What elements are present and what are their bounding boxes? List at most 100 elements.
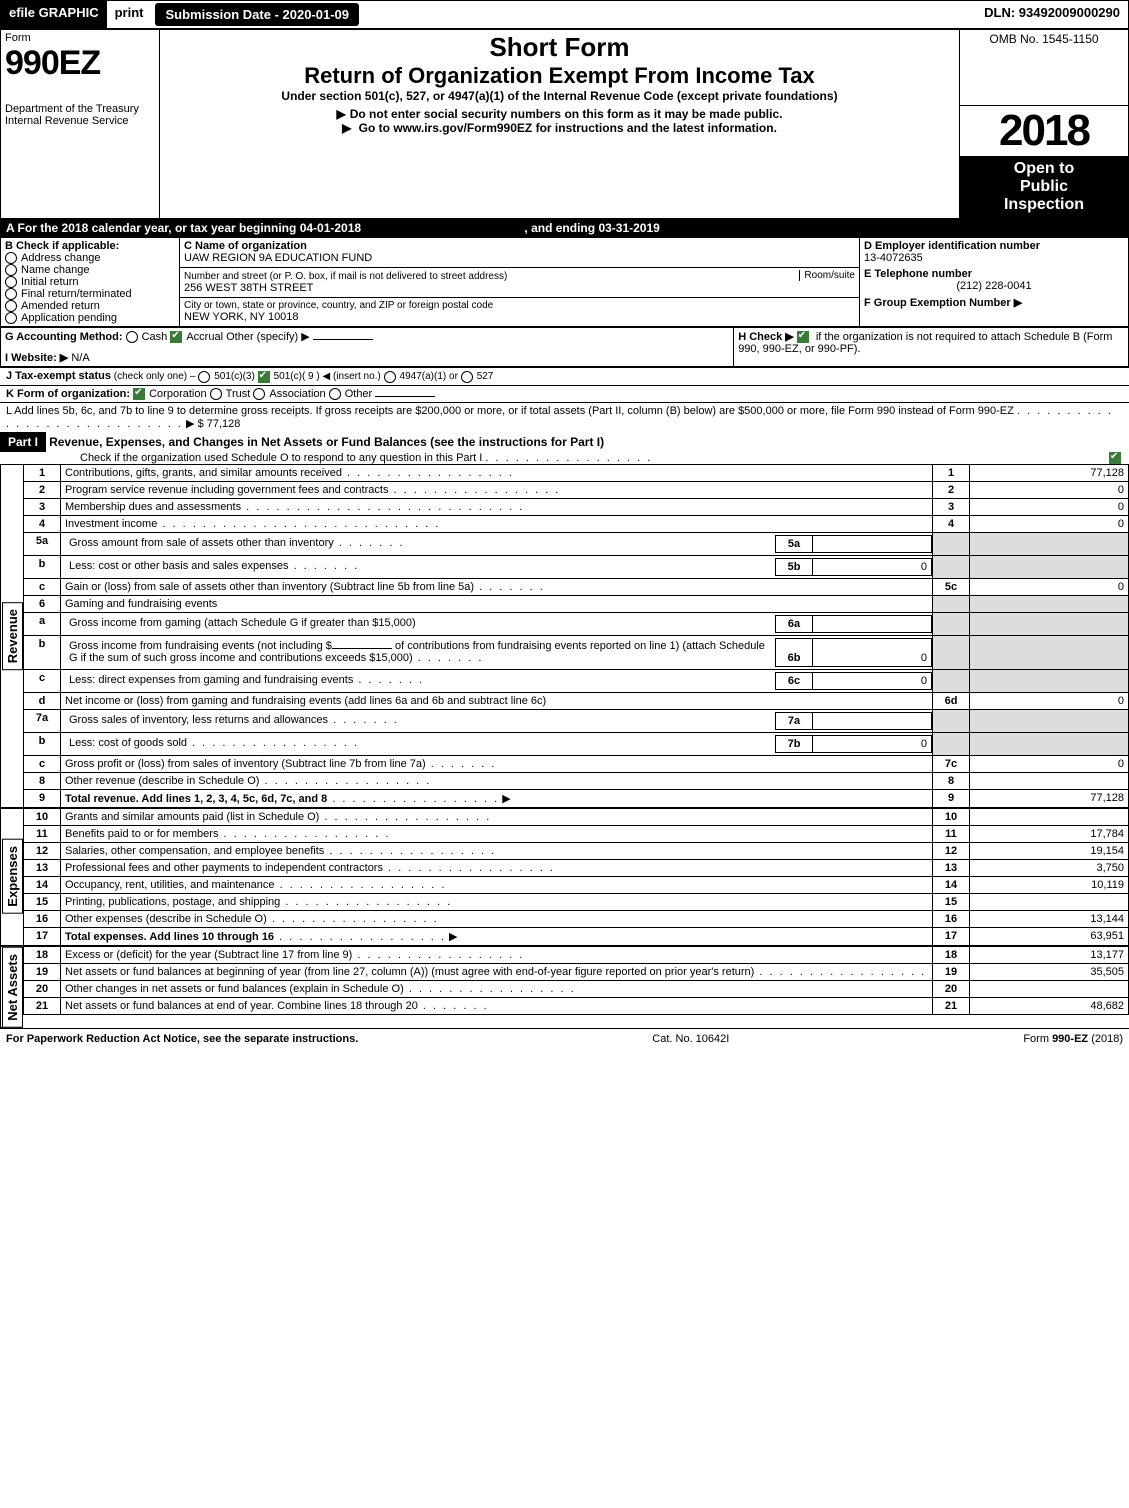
- line-l-arrow: ▶: [186, 418, 194, 430]
- box-c-street: Number and street (or P. O. box, if mail…: [180, 267, 860, 297]
- line-17: 17Total expenses. Add lines 10 through 1…: [24, 927, 1129, 945]
- org-name: UAW REGION 9A EDUCATION FUND: [184, 252, 855, 264]
- line-19: 19Net assets or fund balances at beginni…: [24, 963, 1129, 980]
- opt-527[interactable]: 527: [461, 371, 494, 382]
- irs-label: Internal Revenue Service: [5, 115, 155, 127]
- period-prefix: A For the 2018 calendar year, or tax yea…: [6, 221, 296, 235]
- part1-title: Revenue, Expenses, and Changes in Net As…: [49, 435, 604, 449]
- chk-final-return[interactable]: Final return/terminated: [5, 288, 175, 300]
- open-to-label: Open to: [964, 160, 1124, 178]
- phone-value: (212) 228-0041: [864, 280, 1124, 292]
- opt-assoc[interactable]: Association: [253, 388, 325, 400]
- line-6a: aGross income from gaming (attach Schedu…: [24, 612, 1129, 635]
- inspection-label: Inspection: [964, 196, 1124, 214]
- 6b-amount-input[interactable]: [332, 648, 392, 649]
- chk-initial-return[interactable]: Initial return: [5, 276, 175, 288]
- line-6b: bGross income from fundraising events (n…: [24, 635, 1129, 669]
- instr-goto-text[interactable]: Go to www.irs.gov/Form990EZ for instruct…: [359, 121, 777, 135]
- line-l: L Add lines 5b, 6c, and 7b to line 9 to …: [0, 403, 1129, 432]
- acct-cash[interactable]: Cash: [126, 331, 168, 343]
- submission-date-badge: Submission Date - 2020-01-09: [155, 3, 359, 26]
- line-11: 11Benefits paid to or for members1117,78…: [24, 825, 1129, 842]
- opt-other-org[interactable]: Other: [329, 388, 373, 400]
- other-org-input[interactable]: [375, 396, 435, 397]
- public-label: Public: [964, 178, 1124, 196]
- street-value: 256 WEST 38TH STREET: [184, 282, 855, 294]
- line-7c: cGross profit or (loss) from sales of in…: [24, 755, 1129, 772]
- arrow-icon: ▶: [1014, 297, 1022, 309]
- acct-accrual[interactable]: Accrual: [170, 331, 223, 343]
- chk-name-change[interactable]: Name change: [5, 264, 175, 276]
- line-15: 15Printing, publications, postage, and s…: [24, 893, 1129, 910]
- tax-period-row: A For the 2018 calendar year, or tax yea…: [0, 219, 1129, 237]
- line-2: 2Program service revenue including gover…: [24, 481, 1129, 498]
- tax-year: 2018: [960, 106, 1128, 156]
- form-number: 990EZ: [5, 44, 155, 83]
- box-c-label: C Name of organization: [184, 240, 855, 252]
- opt-corp[interactable]: Corporation: [133, 388, 206, 400]
- line-g-label: G Accounting Method:: [5, 331, 123, 343]
- period-end: 03-31-2019: [598, 221, 659, 235]
- open-public-box: Open to Public Inspection: [960, 156, 1128, 218]
- dln-label: DLN: 93492009000290: [976, 1, 1128, 28]
- title-short-form: Short Form: [164, 32, 955, 63]
- page-footer: For Paperwork Reduction Act Notice, see …: [0, 1028, 1129, 1049]
- line-h-label: H Check ▶: [738, 331, 794, 343]
- expenses-vlabel: Expenses: [2, 839, 23, 914]
- part1-dots: [485, 452, 652, 464]
- opt-501c[interactable]: 501(c)( 9 ) ◀ (insert no.): [258, 371, 381, 382]
- acct-other[interactable]: Other (specify) ▶: [226, 331, 310, 343]
- efile-label: efile GRAPHIC: [1, 1, 107, 28]
- line-4: 4Investment income40: [24, 515, 1129, 532]
- opt-4947[interactable]: 4947(a)(1) or: [384, 371, 458, 382]
- expenses-table: 10Grants and similar amounts paid (list …: [23, 808, 1129, 946]
- revenue-section: Revenue 1Contributions, gifts, grants, a…: [0, 464, 1129, 808]
- line-6: 6Gaming and fundraising events: [24, 595, 1129, 612]
- chk-address-change[interactable]: Address change: [5, 252, 175, 264]
- top-bar: efile GRAPHIC print Submission Date - 20…: [0, 0, 1129, 29]
- box-e-label: E Telephone number: [864, 268, 1124, 280]
- part1-check-line: Check if the organization used Schedule …: [80, 452, 482, 464]
- line-5b: bLess: cost or other basis and sales exp…: [24, 555, 1129, 578]
- line-h-text: if the organization is not required to a…: [738, 331, 1112, 355]
- expenses-section: Expenses 10Grants and similar amounts pa…: [0, 808, 1129, 946]
- instr-ssn: Do not enter social security numbers on …: [164, 107, 955, 121]
- gh-row: G Accounting Method: Cash Accrual Other …: [0, 327, 1129, 367]
- chk-schedule-b[interactable]: [797, 331, 809, 343]
- line-j-label: J Tax-exempt status: [6, 370, 111, 382]
- box-b: B Check if applicable: Address change Na…: [1, 237, 180, 327]
- chk-amended-return[interactable]: Amended return: [5, 300, 175, 312]
- part1-badge: Part I: [0, 432, 46, 452]
- acct-other-input[interactable]: [313, 339, 373, 340]
- box-d-label: D Employer identification number: [864, 240, 1124, 252]
- line-9: 9Total revenue. Add lines 1, 2, 3, 4, 5c…: [24, 789, 1129, 807]
- line-16: 16Other expenses (describe in Schedule O…: [24, 910, 1129, 927]
- revenue-vlabel: Revenue: [2, 602, 23, 670]
- netassets-vlabel: Net Assets: [2, 947, 23, 1028]
- entity-info-table: B Check if applicable: Address change Na…: [0, 237, 1129, 328]
- line-10: 10Grants and similar amounts paid (list …: [24, 808, 1129, 825]
- city-label: City or town, state or province, country…: [184, 300, 855, 311]
- footer-right: Form 990-EZ (2018): [1023, 1033, 1123, 1045]
- chk-application-pending[interactable]: Application pending: [5, 312, 175, 324]
- line-l-text: L Add lines 5b, 6c, and 7b to line 9 to …: [6, 405, 1014, 417]
- print-link[interactable]: print: [107, 1, 152, 28]
- opt-trust[interactable]: Trust: [210, 388, 251, 400]
- revenue-table: 1Contributions, gifts, grants, and simil…: [23, 464, 1129, 808]
- line-5a: 5aGross amount from sale of assets other…: [24, 532, 1129, 555]
- dept-label: Department of the Treasury: [5, 103, 155, 115]
- box-b-label: B Check if applicable:: [5, 240, 175, 252]
- box-c-city: City or town, state or province, country…: [180, 297, 860, 326]
- line-6c: cLess: direct expenses from gaming and f…: [24, 669, 1129, 692]
- opt-501c3[interactable]: 501(c)(3): [198, 371, 255, 382]
- line-18: 18Excess or (deficit) for the year (Subt…: [24, 946, 1129, 963]
- line-12: 12Salaries, other compensation, and empl…: [24, 842, 1129, 859]
- line-3: 3Membership dues and assessments30: [24, 498, 1129, 515]
- chk-schedule-o-part1[interactable]: [1109, 452, 1121, 464]
- city-value: NEW YORK, NY 10018: [184, 311, 855, 323]
- line-k: K Form of organization: Corporation Trus…: [0, 386, 1129, 403]
- line-14: 14Occupancy, rent, utilities, and mainte…: [24, 876, 1129, 893]
- title-return: Return of Organization Exempt From Incom…: [164, 63, 955, 89]
- omb-number: OMB No. 1545-1150: [964, 32, 1124, 46]
- line-k-label: K Form of organization:: [6, 388, 130, 400]
